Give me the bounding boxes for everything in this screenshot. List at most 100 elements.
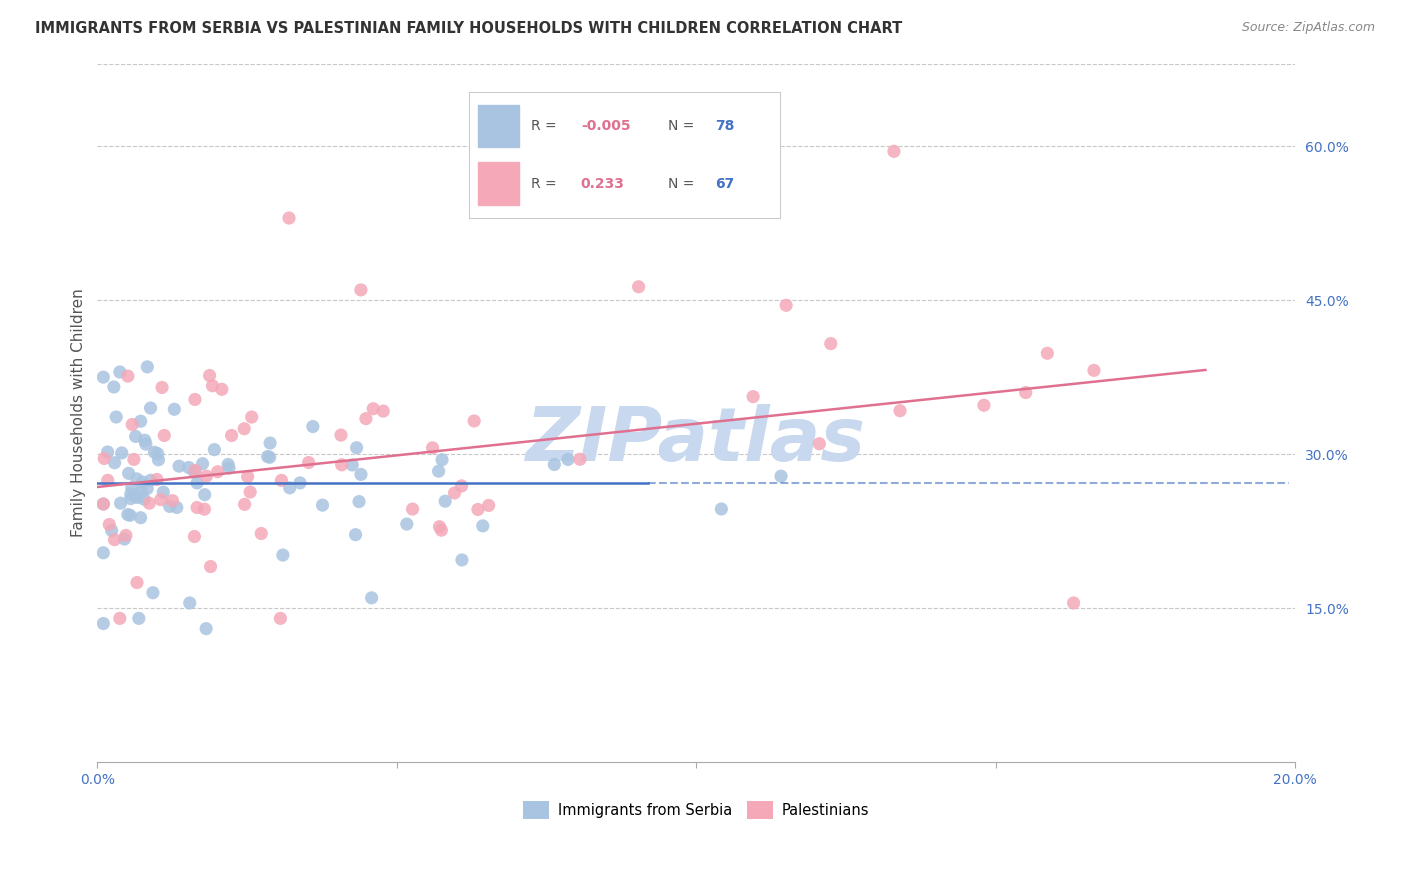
Point: [430, 523, 453, 537]
Point: [233, 422, 256, 436]
Point: [973, 398, 995, 412]
Point: [271, 548, 294, 562]
Point: [233, 497, 256, 511]
Point: [139, 401, 162, 415]
Point: [808, 436, 831, 450]
Point: [350, 467, 373, 482]
Point: [117, 369, 139, 384]
Point: [163, 402, 186, 417]
Point: [557, 452, 579, 467]
Point: [127, 491, 149, 505]
Point: [138, 496, 160, 510]
Point: [201, 379, 224, 393]
Point: [183, 530, 205, 544]
Point: [110, 496, 132, 510]
Point: [463, 414, 485, 428]
Point: [478, 499, 501, 513]
Point: [153, 428, 176, 442]
Point: [114, 532, 136, 546]
Point: [443, 486, 465, 500]
Point: [97, 473, 120, 487]
Point: [450, 479, 472, 493]
Point: [120, 487, 142, 501]
Point: [236, 469, 259, 483]
Point: [360, 591, 382, 605]
Point: [218, 461, 240, 475]
Point: [122, 452, 145, 467]
Point: [1083, 363, 1105, 377]
Point: [146, 447, 169, 461]
Point: [134, 434, 156, 448]
Point: [302, 419, 325, 434]
Point: [373, 404, 395, 418]
Point: [103, 533, 125, 547]
Y-axis label: Family Households with Children: Family Households with Children: [72, 289, 86, 538]
Point: [193, 502, 215, 516]
Point: [91, 370, 114, 384]
Point: [347, 494, 370, 508]
Point: [467, 502, 489, 516]
Point: [278, 211, 301, 225]
Point: [97, 445, 120, 459]
Text: IMMIGRANTS FROM SERBIA VS PALESTINIAN FAMILY HOUSEHOLDS WITH CHILDREN CORRELATIO: IMMIGRANTS FROM SERBIA VS PALESTINIAN FA…: [35, 21, 903, 36]
Point: [125, 489, 148, 503]
Point: [200, 559, 222, 574]
Point: [191, 457, 214, 471]
Point: [111, 446, 134, 460]
Point: [184, 392, 207, 407]
Point: [288, 475, 311, 490]
Point: [430, 452, 453, 467]
Point: [115, 528, 138, 542]
Point: [186, 500, 208, 515]
Point: [93, 451, 115, 466]
Point: [344, 527, 367, 541]
Point: [135, 437, 157, 451]
Point: [250, 526, 273, 541]
Point: [451, 553, 474, 567]
Point: [278, 481, 301, 495]
Point: [883, 145, 905, 159]
Point: [150, 380, 173, 394]
Point: [139, 473, 162, 487]
Point: [775, 298, 797, 312]
Point: [434, 494, 457, 508]
Point: [361, 401, 384, 416]
Point: [117, 508, 139, 522]
Point: [91, 497, 114, 511]
Point: [120, 491, 142, 506]
Point: [269, 611, 291, 625]
Point: [136, 482, 159, 496]
Point: [195, 622, 218, 636]
Point: [207, 465, 229, 479]
Point: [162, 493, 184, 508]
Point: [259, 436, 281, 450]
Point: [125, 472, 148, 486]
Point: [120, 508, 142, 523]
Point: [152, 485, 174, 500]
Point: [422, 441, 444, 455]
Point: [98, 517, 121, 532]
Point: [108, 611, 131, 625]
Point: [311, 498, 333, 512]
Point: [342, 458, 364, 472]
Text: ZIPatlas: ZIPatlas: [526, 404, 866, 477]
Point: [146, 472, 169, 486]
Point: [429, 519, 451, 533]
Point: [148, 453, 170, 467]
Point: [889, 403, 911, 417]
Point: [100, 524, 122, 538]
Point: [149, 492, 172, 507]
Point: [124, 429, 146, 443]
Point: [179, 596, 201, 610]
Point: [131, 475, 153, 489]
Point: [183, 465, 205, 479]
Point: [1015, 385, 1038, 400]
Point: [543, 458, 565, 472]
Point: [91, 497, 114, 511]
Point: [131, 484, 153, 499]
Point: [270, 474, 292, 488]
Point: [194, 488, 217, 502]
Text: Source: ZipAtlas.com: Source: ZipAtlas.com: [1241, 21, 1375, 34]
Point: [125, 575, 148, 590]
Point: [177, 460, 200, 475]
